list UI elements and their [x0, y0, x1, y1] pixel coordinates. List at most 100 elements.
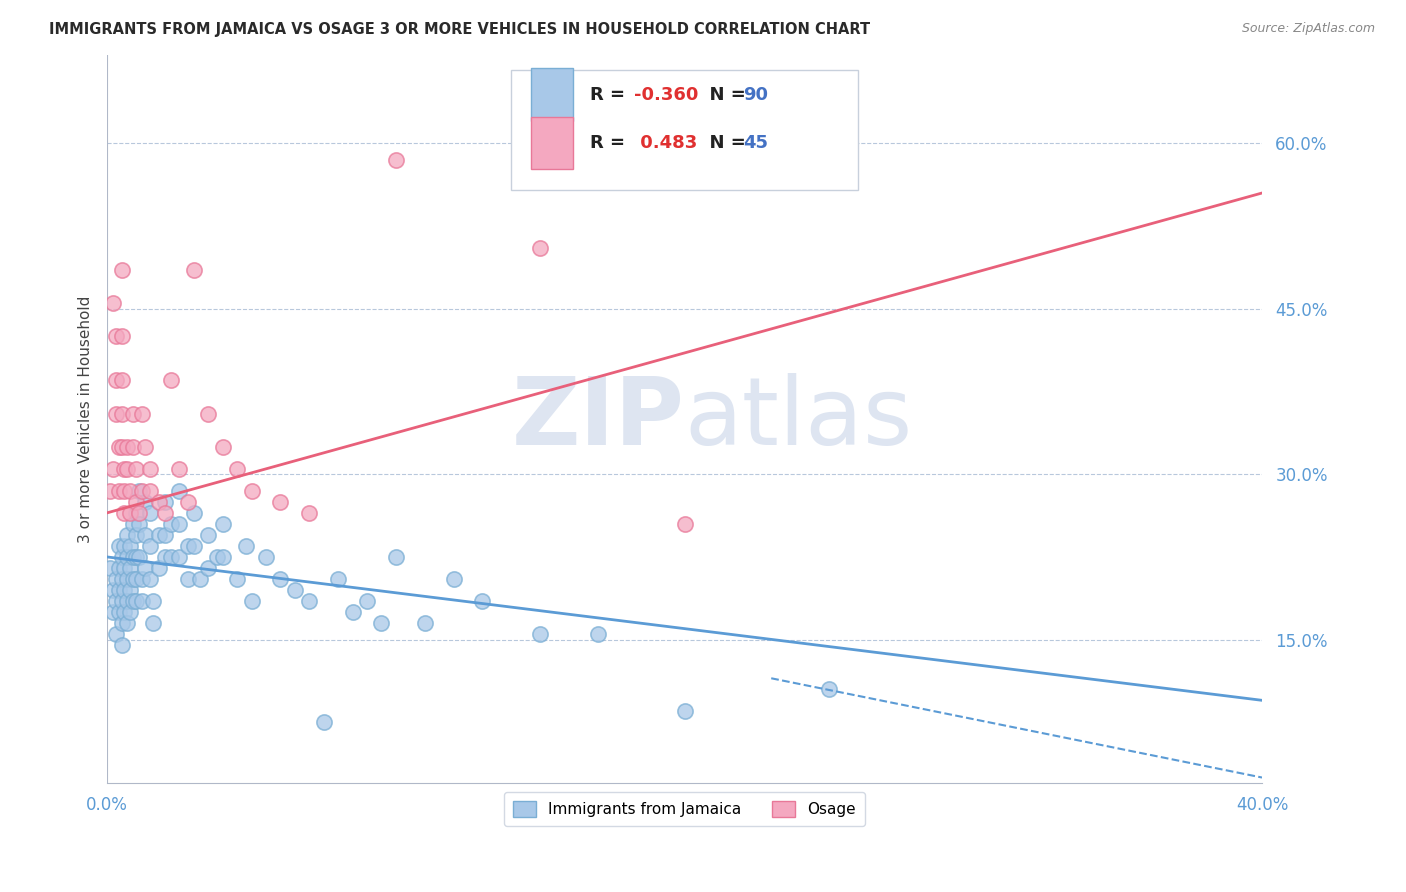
Point	[298, 594, 321, 608]
Point	[529, 241, 551, 255]
Point	[131, 572, 153, 586]
Point	[98, 483, 121, 498]
Point	[110, 549, 132, 564]
Point	[101, 582, 124, 597]
Point	[107, 539, 129, 553]
Text: N =: N =	[697, 134, 752, 152]
Point	[122, 594, 145, 608]
Point	[211, 549, 233, 564]
Point	[122, 407, 145, 421]
Point	[142, 594, 165, 608]
Point	[370, 616, 392, 631]
Point	[122, 440, 145, 454]
Point	[120, 561, 142, 575]
Point	[269, 572, 291, 586]
Point	[188, 572, 211, 586]
Point	[120, 483, 142, 498]
Point	[110, 407, 132, 421]
Point	[122, 549, 145, 564]
Point	[211, 440, 233, 454]
Point	[240, 594, 263, 608]
Point	[142, 616, 165, 631]
Point	[139, 506, 162, 520]
Point	[104, 572, 127, 586]
Point	[110, 329, 132, 343]
Point	[114, 461, 136, 475]
Point	[471, 594, 494, 608]
Point	[529, 627, 551, 641]
Point	[101, 461, 124, 475]
Point	[125, 528, 148, 542]
Point	[107, 605, 129, 619]
Point	[148, 528, 170, 542]
Point	[443, 572, 465, 586]
Point	[104, 374, 127, 388]
Text: IMMIGRANTS FROM JAMAICA VS OSAGE 3 OR MORE VEHICLES IN HOUSEHOLD CORRELATION CHA: IMMIGRANTS FROM JAMAICA VS OSAGE 3 OR MO…	[49, 22, 870, 37]
Point	[177, 572, 200, 586]
Point	[122, 572, 145, 586]
Point	[114, 483, 136, 498]
Point	[114, 539, 136, 553]
Point	[107, 483, 129, 498]
Point	[197, 528, 219, 542]
Point	[177, 539, 200, 553]
Point	[128, 483, 150, 498]
Point	[114, 561, 136, 575]
Point	[153, 528, 176, 542]
Point	[159, 549, 181, 564]
Point	[211, 516, 233, 531]
Point	[120, 582, 142, 597]
Point	[134, 528, 156, 542]
Point	[114, 605, 136, 619]
Point	[110, 638, 132, 652]
Point	[139, 539, 162, 553]
Point	[98, 561, 121, 575]
Point	[356, 594, 378, 608]
Point	[101, 605, 124, 619]
Point	[197, 407, 219, 421]
Text: -0.360: -0.360	[634, 86, 699, 103]
Point	[254, 549, 277, 564]
Point	[110, 594, 132, 608]
FancyBboxPatch shape	[512, 70, 858, 190]
Point	[169, 516, 191, 531]
Point	[226, 461, 249, 475]
Point	[122, 516, 145, 531]
Point	[110, 440, 132, 454]
Point	[110, 263, 132, 277]
FancyBboxPatch shape	[531, 117, 572, 169]
Point	[104, 407, 127, 421]
Point	[131, 594, 153, 608]
Point	[125, 549, 148, 564]
Point	[131, 483, 153, 498]
Point	[110, 374, 132, 388]
Point	[169, 461, 191, 475]
Point	[134, 495, 156, 509]
Point	[159, 374, 181, 388]
Point	[326, 572, 349, 586]
Point	[183, 539, 205, 553]
Y-axis label: 3 or more Vehicles in Household: 3 or more Vehicles in Household	[79, 295, 93, 542]
Point	[312, 715, 335, 730]
Point	[413, 616, 436, 631]
Text: 45: 45	[744, 134, 769, 152]
Point	[107, 440, 129, 454]
Point	[205, 549, 228, 564]
Point	[117, 549, 139, 564]
Text: R =: R =	[591, 86, 631, 103]
Point	[125, 461, 148, 475]
Point	[125, 594, 148, 608]
Legend: Immigrants from Jamaica, Osage: Immigrants from Jamaica, Osage	[505, 792, 865, 826]
Point	[153, 495, 176, 509]
Point	[183, 263, 205, 277]
Point	[128, 506, 150, 520]
Point	[169, 483, 191, 498]
Point	[125, 495, 148, 509]
Point	[110, 572, 132, 586]
Point	[284, 582, 307, 597]
Point	[134, 561, 156, 575]
Point	[169, 549, 191, 564]
Point	[673, 704, 696, 718]
Point	[117, 440, 139, 454]
Point	[120, 506, 142, 520]
